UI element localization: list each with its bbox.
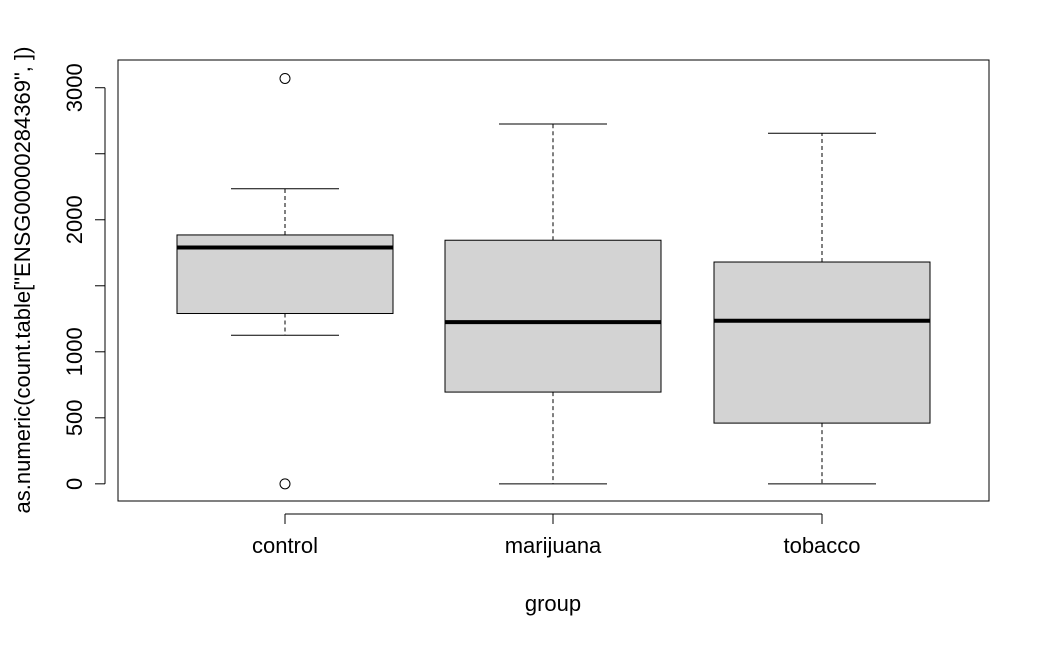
iqr-box [444, 239, 662, 393]
y-axis: 0 500 1000 2000 3000 [62, 63, 106, 490]
y-tick-label: 3000 [62, 63, 87, 112]
y-tick-label: 0 [62, 478, 87, 490]
y-tick-label: 2000 [62, 195, 87, 244]
x-tick-label: tobacco [783, 533, 860, 558]
box-marijuana [444, 123, 662, 485]
box-tobacco [713, 132, 931, 485]
x-axis: control marijuana tobacco [252, 513, 861, 558]
box-control [176, 72, 394, 490]
x-tick-label: control [252, 533, 318, 558]
box-series [176, 72, 931, 490]
iqr-box [713, 261, 931, 424]
outlier-point [279, 72, 291, 84]
y-tick-label: 500 [62, 399, 87, 436]
x-axis-label: group [525, 591, 581, 616]
y-axis-label: as.numeric(count.table["ENSG00000284369"… [10, 47, 35, 514]
outlier-point [279, 478, 291, 490]
y-tick-label: 1000 [62, 327, 87, 376]
x-tick-label: marijuana [505, 533, 602, 558]
plot-frame [117, 59, 990, 502]
